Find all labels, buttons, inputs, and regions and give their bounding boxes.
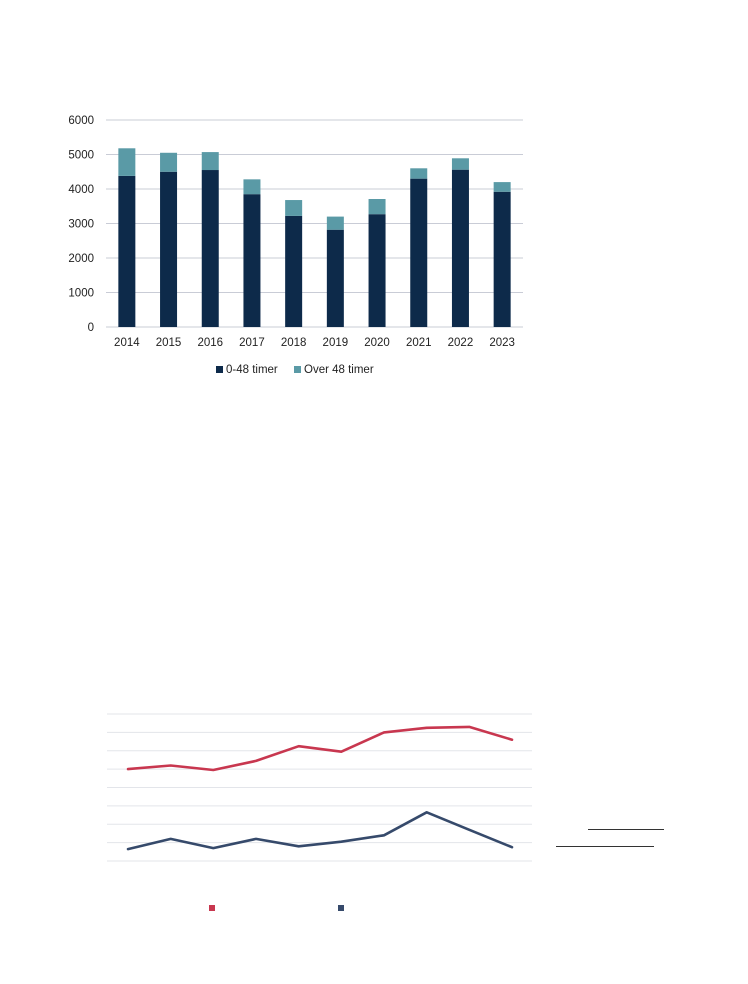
bar-chart-svg: 0 1000 2000 3000 4000 5000 6000 2014 2015 2016 201…: [68, 115, 523, 376]
legend-swatch: [294, 366, 301, 373]
line-chart-svg: [107, 713, 532, 911]
x-tick-label: 2017: [239, 337, 265, 349]
bar-segment-over-48: [410, 168, 428, 179]
bar-segment-over-48: [201, 152, 219, 171]
y-tick-label: 2000: [68, 253, 94, 265]
x-tick-label: 2022: [448, 337, 474, 349]
y-tick-label: 1000: [68, 288, 94, 300]
bar-segment-0-48: [326, 229, 344, 327]
line-chart: [0, 690, 748, 930]
bar-segment-over-48: [326, 216, 344, 230]
bar-segment-over-48: [160, 152, 178, 172]
legend-swatch: [216, 366, 223, 373]
bar-segment-over-48: [118, 148, 136, 176]
legend-swatch: [338, 905, 344, 911]
decorative-rule-upper: [588, 829, 664, 830]
line-series-upper: [126, 725, 514, 772]
y-tick-label: 4000: [68, 184, 94, 196]
bar-chart: 0 1000 2000 3000 4000 5000 6000 2014 2015 2016 201…: [0, 0, 748, 400]
bar-segment-over-48: [368, 199, 386, 215]
x-tick-label: 2023: [489, 337, 515, 349]
y-tick-label: 3000: [68, 219, 94, 231]
line-series-lower: [126, 811, 514, 851]
x-tick-label: 2018: [281, 337, 307, 349]
x-tick-label: 2015: [156, 337, 182, 349]
legend-label: 0-48 timer: [226, 364, 278, 376]
decorative-rule-lower: [556, 846, 654, 847]
bar-segment-0-48: [493, 191, 511, 327]
bar-segment-over-48: [451, 158, 469, 170]
bar-segment-0-48: [160, 171, 178, 327]
bar-segment-over-48: [243, 179, 261, 195]
bar-segment-0-48: [451, 169, 469, 327]
legend-label: Over 48 timer: [304, 364, 374, 376]
bar-segment-0-48: [410, 178, 428, 327]
y-tick-label: 6000: [68, 115, 94, 127]
bar-segment-0-48: [243, 194, 261, 327]
x-tick-label: 2019: [323, 337, 349, 349]
x-tick-label: 2014: [114, 337, 140, 349]
x-tick-label: 2021: [406, 337, 432, 349]
bar-segment-0-48: [285, 215, 303, 327]
x-tick-label: 2020: [364, 337, 390, 349]
x-tick-label: 2016: [197, 337, 223, 349]
y-tick-label: 0: [88, 322, 94, 334]
bar-segment-0-48: [118, 175, 136, 327]
bar-segment-0-48: [368, 214, 386, 327]
y-tick-label: 5000: [68, 150, 94, 162]
bar-segment-over-48: [493, 182, 511, 192]
bar-segment-0-48: [201, 170, 219, 327]
legend-swatch: [209, 905, 215, 911]
bar-segment-over-48: [285, 200, 303, 216]
